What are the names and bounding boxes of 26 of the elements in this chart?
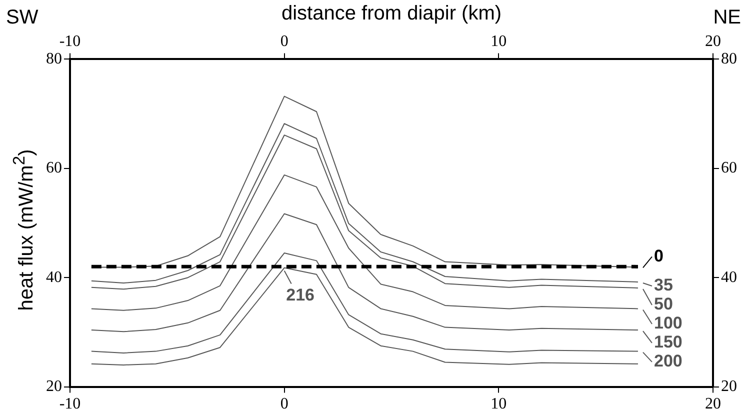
- legend-label: 200: [654, 352, 682, 371]
- x-tick-label: 0: [280, 396, 288, 413]
- y-tick-label: 60: [46, 160, 62, 177]
- x-tick-label: 10: [490, 396, 507, 413]
- legend-label: 0: [654, 246, 664, 266]
- x-tick-label: -10: [59, 396, 81, 413]
- y2-tick-label: 20: [721, 378, 737, 396]
- y-tick-label: 20: [46, 378, 62, 396]
- y-tick-label: 40: [46, 268, 62, 286]
- text: SW: [6, 6, 38, 29]
- legend-label: 150: [654, 332, 682, 352]
- y2-tick-label: 60: [721, 160, 737, 177]
- text: NE: [713, 6, 741, 29]
- legend-label: 100: [654, 314, 682, 333]
- legend-label: 50: [654, 294, 673, 314]
- x2-tick-label: -10: [59, 32, 81, 50]
- legend-label: 35: [654, 276, 673, 295]
- x2-axis-title: distance from diapir (km): [281, 2, 502, 25]
- x2-tick-label: 0: [280, 32, 288, 50]
- y2-tick-label: 80: [721, 50, 737, 68]
- x2-tick-label: 20: [705, 32, 721, 50]
- x-tick-label: 20: [705, 396, 721, 413]
- y2-tick-label: 40: [721, 268, 737, 286]
- y-tick-label: 80: [46, 50, 62, 68]
- x2-tick-label: 10: [490, 32, 507, 50]
- series-label: 216: [286, 285, 315, 304]
